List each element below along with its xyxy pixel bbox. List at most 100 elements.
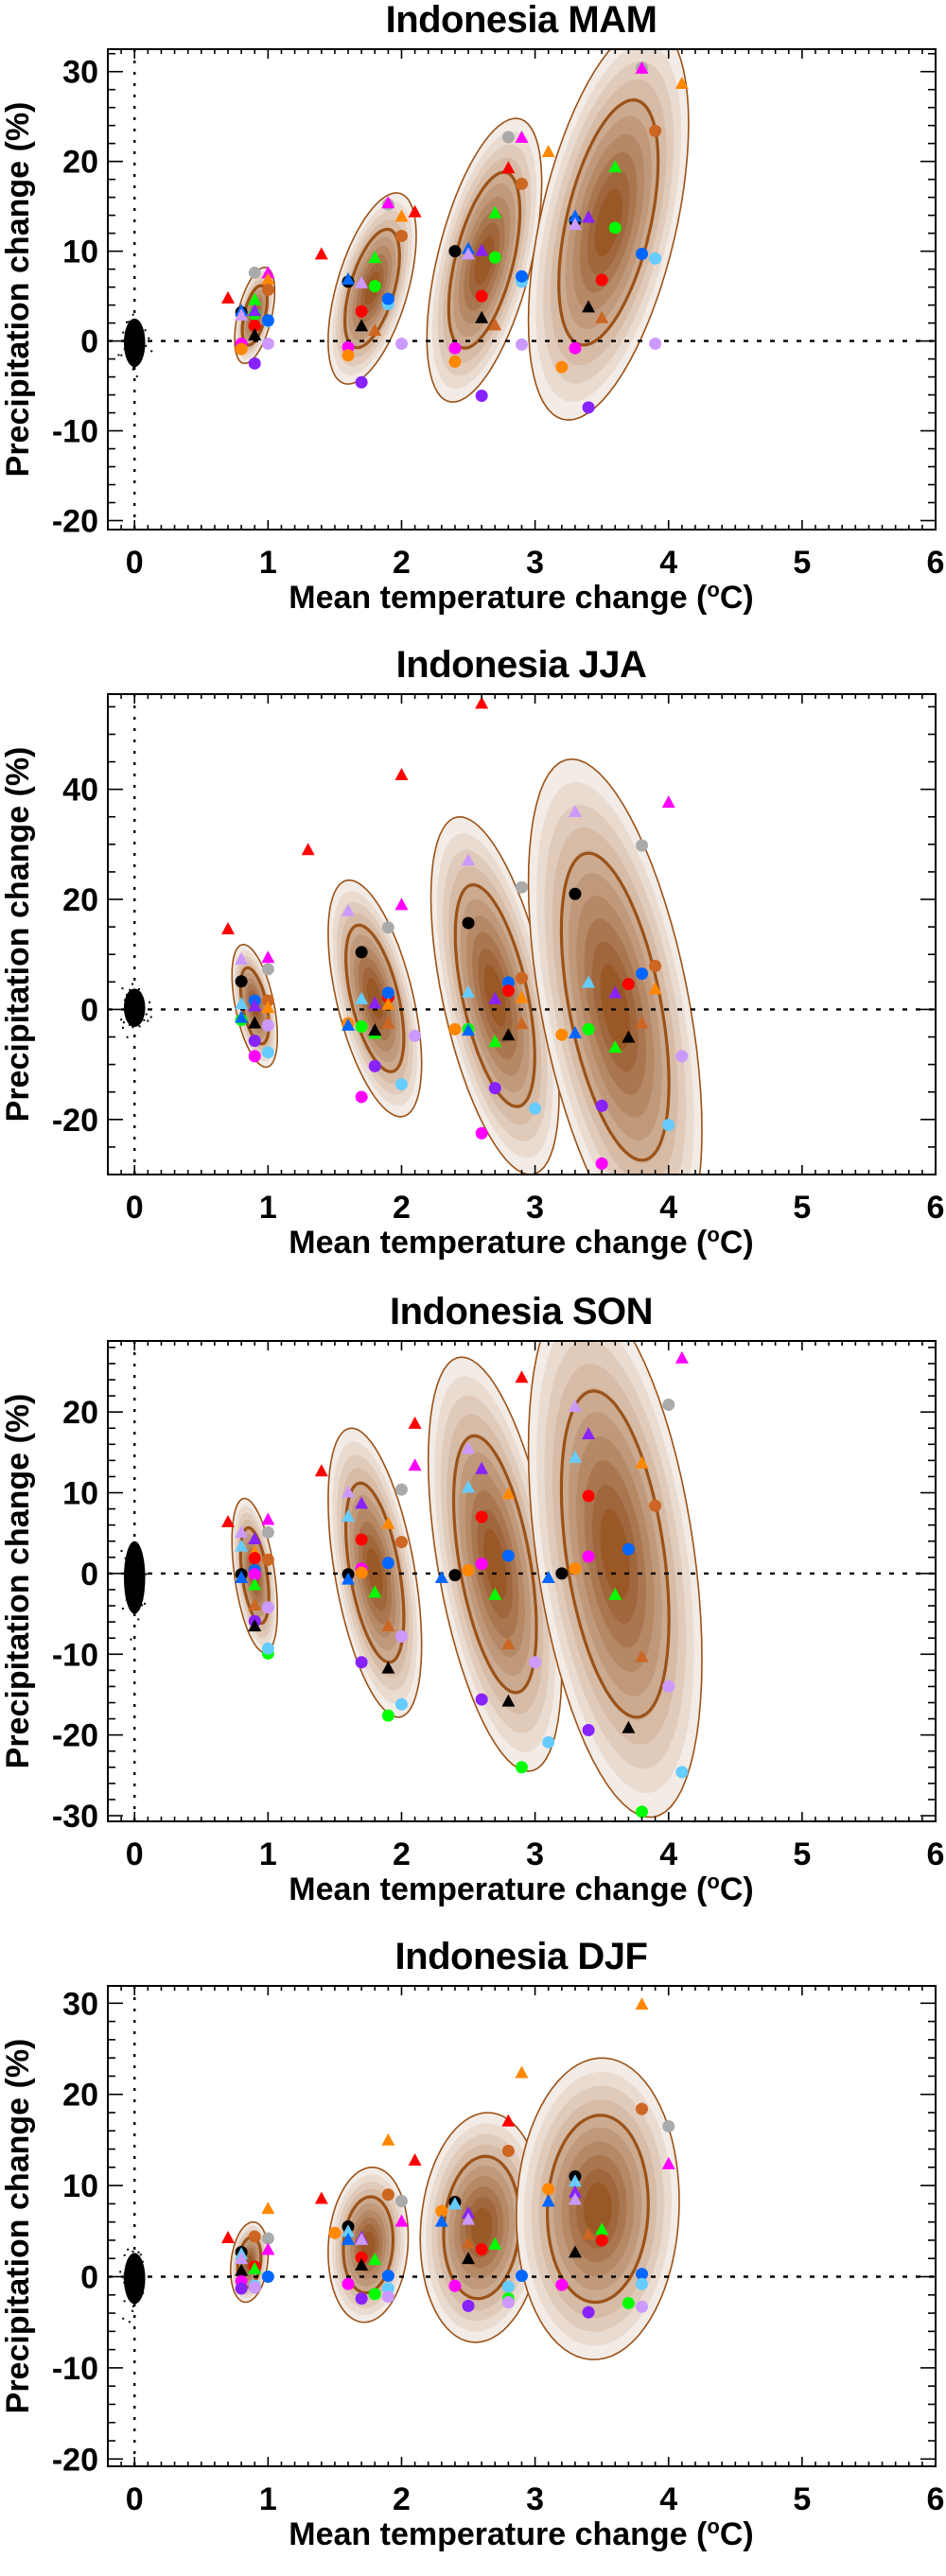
model-marker-circle-brown (649, 1499, 662, 1512)
control-cloud-speck (133, 351, 136, 354)
y-tick-label: -10 (52, 2351, 98, 2387)
control-cloud-speck (140, 2267, 143, 2270)
control-cloud-speck (145, 344, 148, 347)
model-marker-circle-red (595, 2234, 608, 2247)
control-cloud-speck (131, 1026, 134, 1029)
model-marker-circle-purple (355, 2292, 368, 2306)
model-marker-triangle-orange (501, 1487, 516, 1500)
control-cloud-speck (134, 2271, 137, 2274)
model-marker-triangle-blue (342, 2232, 356, 2245)
model-marker-circle-brown (649, 124, 662, 137)
control-cloud-speck (132, 2286, 135, 2289)
model-marker-triangle-lblue (462, 984, 476, 998)
model-marker-circle-gray (662, 1398, 675, 1411)
control-cloud-speck (128, 321, 131, 323)
control-cloud-speck (140, 2285, 143, 2288)
control-cloud-speck (127, 355, 130, 357)
control-cloud-speck (123, 348, 126, 351)
model-marker-circle-lavender (394, 1629, 408, 1643)
control-cloud-speck (128, 2321, 131, 2324)
control-cloud-speck (131, 346, 134, 349)
control-cloud-speck (132, 344, 135, 347)
model-marker-circle-lavender (261, 1018, 274, 1032)
model-marker-circle-brown (516, 971, 528, 984)
scatter-chart-mam: Indonesia MAM 0 1 2 3 4 5 6 -20 -10 0 10 20 30 Preci… (0, 0, 944, 616)
control-cloud-speck (132, 1543, 135, 1546)
control-cloud-speck (129, 1012, 131, 1015)
model-marker-circle-magenta (355, 1090, 368, 1104)
control-cloud-speck (137, 2251, 140, 2254)
control-cloud-speck (131, 2261, 134, 2264)
control-cloud-speck (142, 2291, 145, 2294)
model-marker-triangle-lavender (462, 2212, 476, 2225)
control-cloud-speck (135, 1005, 138, 1008)
model-marker-circle-lavender (675, 1050, 689, 1063)
model-marker-triangle-purple (608, 985, 622, 999)
model-marker-triangle-magenta (635, 61, 649, 74)
control-cloud-speck (140, 1009, 143, 1012)
control-cloud-speck (130, 2275, 132, 2278)
ellipse-shade-level (600, 1508, 631, 1600)
control-cloud-speck (121, 987, 124, 990)
model-marker-circle-red (622, 978, 635, 991)
x-tick-label: 0 (126, 2481, 144, 2517)
model-marker-circle-purple (475, 390, 488, 403)
model-marker-triangle-lavender (235, 307, 249, 321)
model-marker-triangle-red (301, 843, 315, 856)
model-marker-triangle-red (221, 921, 236, 934)
model-marker-circle-lblue (261, 1642, 274, 1655)
control-cloud-speck (131, 349, 134, 352)
model-marker-triangle-lblue (582, 975, 596, 988)
model-marker-triangle-lavender (355, 2232, 369, 2245)
model-marker-triangle-black (368, 1023, 382, 1036)
model-marker-triangle-red (221, 2230, 236, 2243)
model-marker-triangle-blue (342, 1018, 356, 1031)
control-cloud-speck (135, 1572, 138, 1575)
control-cloud-speck (123, 2277, 126, 2280)
x-tick-label: 5 (793, 1190, 811, 1226)
model-marker-circle-green (368, 2288, 381, 2301)
control-cloud-speck (134, 2265, 137, 2268)
model-marker-triangle-black (582, 300, 596, 313)
control-run-cloud (120, 983, 152, 1038)
model-marker-circle-brown (261, 283, 274, 296)
x-tick-label: 3 (526, 2481, 544, 2517)
model-marker-triangle-lavender (235, 2252, 249, 2265)
control-cloud-speck (137, 2265, 140, 2268)
ellipse-inner-contour (342, 2195, 395, 2295)
model-marker-triangle-magenta (394, 2214, 409, 2227)
control-cloud-speck (144, 1602, 147, 1605)
ellipse-inner-contour (442, 2154, 522, 2301)
ellipse-shade-level (594, 188, 622, 257)
control-cloud-speck (144, 329, 147, 332)
control-cloud-speck (131, 2273, 133, 2276)
model-marker-circle-brown (636, 2102, 649, 2115)
control-cloud-speck (131, 1549, 133, 1552)
model-marker-circle-brown (381, 2188, 394, 2202)
ellipse-outer-contour (327, 1427, 423, 1718)
control-cloud-speck (127, 2276, 130, 2279)
model-marker-triangle-green (248, 2261, 262, 2274)
model-marker-triangle-red (314, 2191, 328, 2204)
control-cloud-speck (131, 1566, 133, 1569)
model-marker-triangle-blue (462, 1023, 476, 1036)
control-cloud-speck (122, 1021, 125, 1024)
control-cloud-speck (131, 2293, 134, 2296)
control-cloud-speck (121, 1608, 124, 1610)
control-cloud-speck (131, 2264, 134, 2267)
model-marker-circle-blue (261, 314, 274, 327)
model-marker-triangle-orange (635, 1455, 649, 1469)
y-tick-label: 20 (62, 882, 98, 918)
model-marker-triangle-brown (368, 323, 382, 337)
model-marker-triangle-red (408, 1416, 422, 1429)
model-marker-triangle-magenta (515, 130, 529, 143)
model-marker-triangle-brown (248, 1597, 262, 1610)
control-cloud-speck (123, 2254, 126, 2256)
y-ticks (108, 2002, 936, 2461)
control-cloud-speck (131, 1005, 134, 1008)
control-cloud-speck (135, 1006, 138, 1009)
ellipse-inner-contour (343, 923, 406, 1073)
model-marker-circle-green (355, 1019, 368, 1033)
y-tick-label: 20 (62, 2078, 98, 2114)
control-cloud-speck (128, 1575, 131, 1577)
